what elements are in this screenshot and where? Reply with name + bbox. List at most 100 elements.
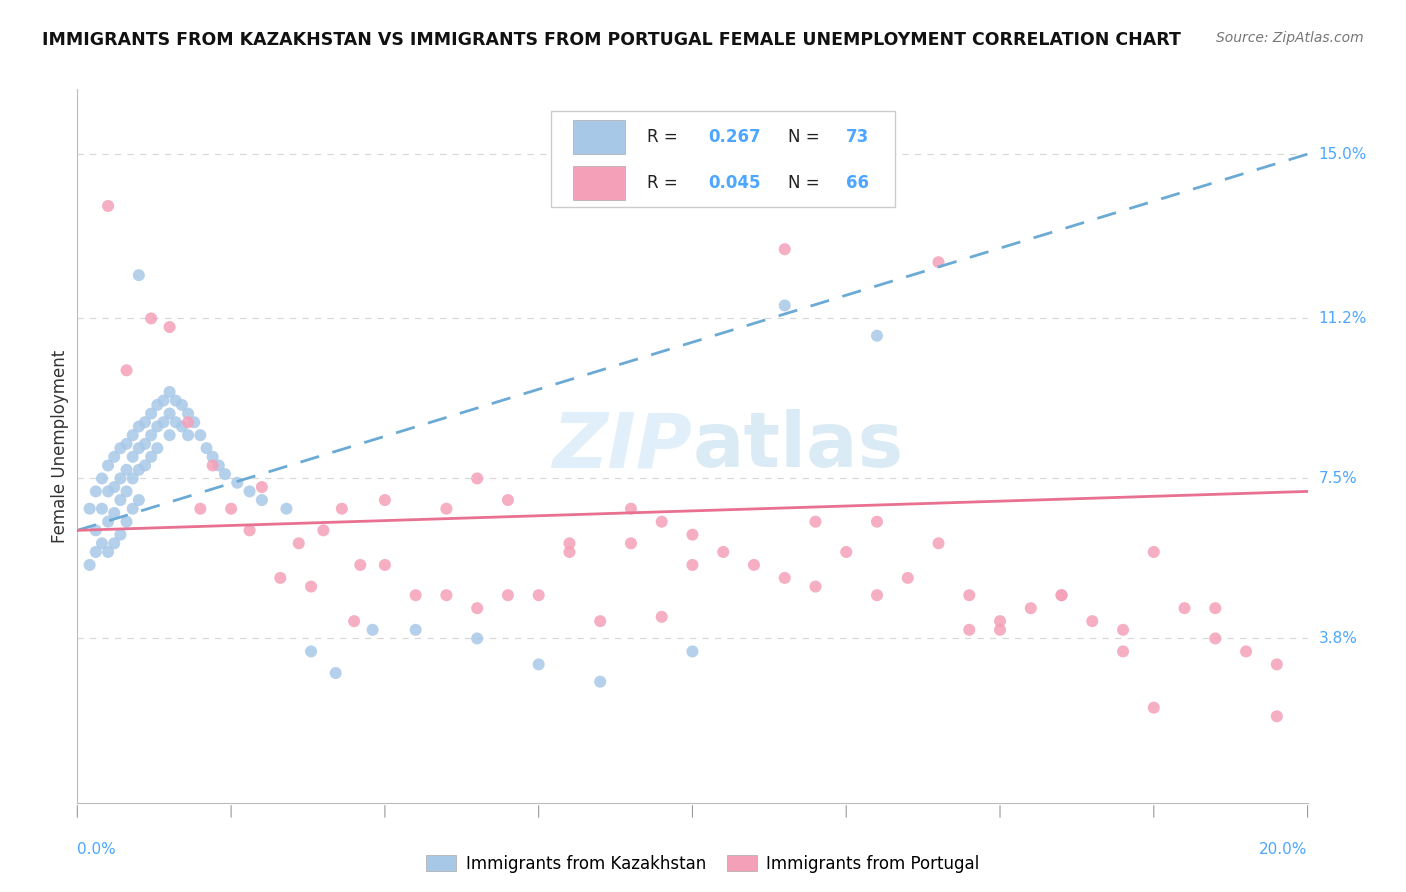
Point [742,558,765,572]
Point [897,571,920,585]
Point [170,398,193,412]
Point [465,601,488,615]
Point [226,475,249,490]
Point [121,428,143,442]
FancyBboxPatch shape [551,111,896,207]
Point [436,501,458,516]
Point [773,298,796,312]
Point [589,614,612,628]
Point [183,415,205,429]
Point [496,493,519,508]
Point [121,471,143,485]
Point [159,428,181,442]
Point [325,666,347,681]
Point [128,419,150,434]
Point [90,536,114,550]
Point [527,588,550,602]
Point [84,524,107,538]
Point [436,588,458,602]
Point [141,450,163,464]
Point [165,415,187,429]
Point [110,493,132,508]
Point [866,588,889,602]
Point [349,558,371,572]
Text: IMMIGRANTS FROM KAZAKHSTAN VS IMMIGRANTS FROM PORTUGAL FEMALE UNEMPLOYMENT CORRE: IMMIGRANTS FROM KAZAKHSTAN VS IMMIGRANTS… [42,31,1181,49]
Y-axis label: Female Unemployment: Female Unemployment [51,350,69,542]
Point [682,527,704,541]
Point [496,588,519,602]
Point [90,501,114,516]
Point [928,255,950,269]
Point [1112,644,1135,658]
Point [121,501,143,516]
Point [208,458,231,473]
Point [188,501,212,516]
Point [141,407,163,421]
Text: 20.0%: 20.0% [1260,842,1308,856]
FancyBboxPatch shape [574,120,624,154]
Point [269,571,291,585]
Point [239,484,262,499]
Point [134,437,156,451]
Point [1081,614,1104,628]
Point [214,467,236,482]
Text: 7.5%: 7.5% [1319,471,1357,486]
Text: atlas: atlas [693,409,904,483]
Point [988,614,1011,628]
Point [110,471,132,485]
Point [103,536,125,550]
Point [146,398,169,412]
Point [152,393,174,408]
Point [134,415,156,429]
Point [250,493,273,508]
Point [79,501,101,516]
Point [141,428,163,442]
Point [957,588,980,602]
Text: Source: ZipAtlas.com: Source: ZipAtlas.com [1216,31,1364,45]
Point [682,558,704,572]
Point [620,501,643,516]
Point [1174,601,1197,615]
Point [103,450,125,464]
Point [527,657,550,672]
Point [1143,700,1166,714]
Point [773,571,796,585]
Point [97,458,120,473]
Point [343,614,366,628]
Point [195,441,218,455]
Point [465,632,488,646]
Point [177,407,200,421]
Point [128,268,150,282]
Text: 0.267: 0.267 [709,128,761,146]
Point [90,471,114,485]
Point [1265,657,1288,672]
Text: 66: 66 [846,174,869,192]
Point [115,363,138,377]
Point [110,527,132,541]
Point [128,441,150,455]
Point [250,480,273,494]
Point [201,458,224,473]
Point [682,644,704,658]
Text: 11.2%: 11.2% [1319,311,1367,326]
Point [97,545,120,559]
Text: 73: 73 [846,128,869,146]
Point [620,536,643,550]
Point [299,644,322,658]
Legend: Immigrants from Kazakhstan, Immigrants from Portugal: Immigrants from Kazakhstan, Immigrants f… [419,848,987,880]
Point [188,428,212,442]
Point [1019,601,1042,615]
Point [804,580,827,594]
Point [866,328,889,343]
Point [312,524,335,538]
Point [134,458,156,473]
Text: N =: N = [789,174,825,192]
Point [1234,644,1257,658]
Point [97,199,120,213]
Point [957,623,980,637]
Point [276,501,298,516]
Point [558,545,581,559]
Point [866,515,889,529]
Point [141,311,163,326]
Point [988,623,1011,637]
